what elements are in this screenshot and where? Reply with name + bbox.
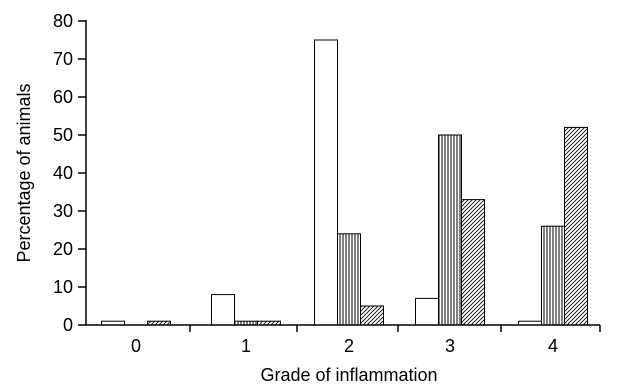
y-tick-label: 20 xyxy=(53,239,73,259)
x-tick-label: 4 xyxy=(548,336,558,356)
y-tick-label: 30 xyxy=(53,201,73,221)
bar-diagonal-lines-grade-3 xyxy=(461,199,485,326)
y-tick-label: 40 xyxy=(53,163,73,183)
y-axis-title: Percentage of animals xyxy=(14,83,34,262)
x-ticks-group: 0 1 2 3 4 xyxy=(131,325,601,356)
x-axis-title: Grade of inflammation xyxy=(260,365,437,385)
y-ticks-group: 0 10 20 30 40 50 60 70 80 xyxy=(53,11,86,335)
x-tick-label: 0 xyxy=(131,336,141,356)
x-tick-label: 2 xyxy=(344,336,354,356)
y-tick-label: 50 xyxy=(53,125,73,145)
y-tick-label: 0 xyxy=(63,315,73,335)
y-tick-label: 70 xyxy=(53,49,73,69)
y-tick-label: 60 xyxy=(53,87,73,107)
bars-group xyxy=(101,39,588,326)
bar-diagonal-lines-grade-2 xyxy=(360,305,384,326)
bar-blank-grade-1 xyxy=(211,294,235,326)
bar-blank-grade-3 xyxy=(415,297,439,326)
bar-blank-grade-2 xyxy=(314,39,338,326)
bar-vertical-lines-grade-3 xyxy=(438,134,462,326)
bar-vertical-lines-grade-2 xyxy=(337,233,361,326)
bar-diagonal-lines-grade-4 xyxy=(564,126,588,326)
x-tick-label: 1 xyxy=(241,336,251,356)
y-tick-label: 80 xyxy=(53,11,73,31)
bar-vertical-lines-grade-4 xyxy=(541,225,565,326)
x-tick-label: 3 xyxy=(445,336,455,356)
y-tick-label: 10 xyxy=(53,277,73,297)
